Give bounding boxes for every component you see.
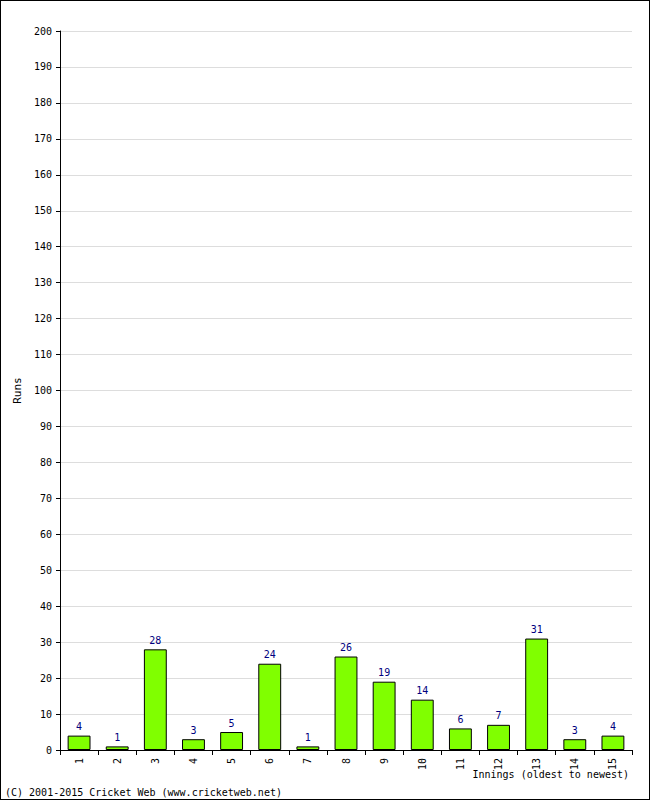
svg-text:100: 100 [34,385,52,396]
svg-text:30: 30 [40,637,52,648]
svg-text:Runs: Runs [11,377,24,404]
svg-text:180: 180 [34,97,52,108]
svg-text:10: 10 [40,709,52,720]
svg-text:160: 160 [34,169,52,180]
svg-text:4: 4 [76,721,82,732]
svg-text:170: 170 [34,133,52,144]
svg-text:7: 7 [496,710,502,721]
svg-text:50: 50 [40,565,52,576]
svg-text:6: 6 [264,758,275,764]
svg-text:40: 40 [40,601,52,612]
svg-text:9: 9 [379,758,390,764]
svg-text:110: 110 [34,349,52,360]
svg-text:2: 2 [112,758,123,764]
svg-text:3: 3 [190,725,196,736]
svg-text:14: 14 [416,685,428,696]
svg-text:0: 0 [46,745,52,756]
svg-text:3: 3 [572,725,578,736]
svg-text:80: 80 [40,457,52,468]
svg-text:13: 13 [531,758,542,770]
svg-text:70: 70 [40,493,52,504]
svg-text:90: 90 [40,421,52,432]
svg-text:15: 15 [607,758,618,770]
svg-text:8: 8 [341,758,352,764]
svg-text:19: 19 [378,667,390,678]
svg-text:190: 190 [34,61,52,72]
svg-text:5: 5 [226,758,237,764]
svg-text:130: 130 [34,277,52,288]
svg-text:120: 120 [34,313,52,324]
svg-text:6: 6 [457,714,463,725]
svg-text:28: 28 [149,635,161,646]
svg-text:5: 5 [229,718,235,729]
svg-text:26: 26 [340,642,352,653]
svg-text:10: 10 [417,758,428,770]
svg-text:Innings (oldest to newest): Innings (oldest to newest) [472,768,629,780]
svg-text:4: 4 [188,758,199,764]
svg-text:11: 11 [455,758,466,770]
svg-text:(C) 2001-2015 Cricket Web (www: (C) 2001-2015 Cricket Web (www.cricketwe… [5,787,282,798]
svg-text:4: 4 [610,721,616,732]
svg-text:31: 31 [531,624,543,635]
svg-text:1: 1 [74,758,85,764]
svg-text:60: 60 [40,529,52,540]
svg-text:12: 12 [493,758,504,770]
svg-text:200: 200 [34,26,52,37]
svg-text:20: 20 [40,673,52,684]
svg-text:7: 7 [302,758,313,764]
svg-text:1: 1 [305,732,311,743]
svg-text:24: 24 [264,649,276,660]
svg-text:14: 14 [569,758,580,770]
svg-text:3: 3 [150,758,161,764]
svg-text:140: 140 [34,241,52,252]
svg-text:1: 1 [114,732,120,743]
svg-text:150: 150 [34,205,52,216]
